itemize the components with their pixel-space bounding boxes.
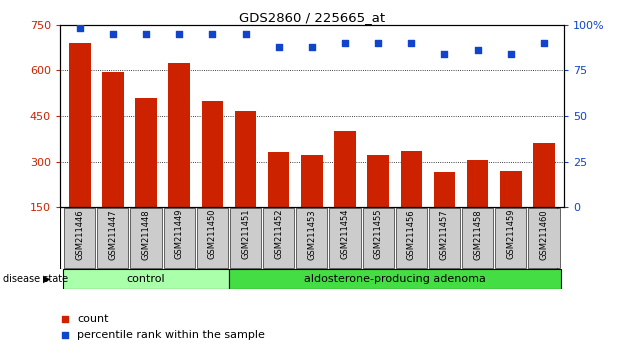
Bar (367, 155, 389, 253)
Bar (401, 151, 422, 253)
Title: GDS2860 / 225665_at: GDS2860 / 225665_at (239, 11, 385, 24)
Bar (168, 63, 190, 253)
Bar (301, 155, 323, 253)
FancyBboxPatch shape (296, 208, 328, 268)
FancyBboxPatch shape (63, 269, 229, 289)
Text: GSM211446: GSM211446 (75, 209, 84, 259)
Text: ▶: ▶ (43, 274, 50, 284)
Bar (335, 131, 356, 253)
Text: aldosterone-producing adenoma: aldosterone-producing adenoma (304, 274, 486, 284)
Bar (69, 43, 91, 253)
Point (440, 51, 450, 57)
FancyBboxPatch shape (363, 208, 394, 268)
Bar (433, 172, 455, 253)
Text: GSM211453: GSM211453 (307, 209, 316, 259)
Bar (467, 160, 488, 253)
FancyBboxPatch shape (529, 208, 559, 268)
FancyBboxPatch shape (130, 208, 162, 268)
Text: GSM211448: GSM211448 (142, 209, 151, 259)
Text: GSM211454: GSM211454 (340, 209, 350, 259)
Point (241, 31, 251, 37)
FancyBboxPatch shape (97, 208, 129, 268)
Text: GSM211449: GSM211449 (175, 209, 184, 259)
Text: GSM211457: GSM211457 (440, 209, 449, 259)
FancyBboxPatch shape (329, 208, 360, 268)
Point (60, 316, 70, 322)
Point (340, 40, 350, 46)
Point (406, 40, 416, 46)
FancyBboxPatch shape (396, 208, 427, 268)
Text: GSM211447: GSM211447 (108, 209, 117, 259)
Point (539, 40, 549, 46)
Point (207, 31, 217, 37)
Bar (533, 143, 555, 253)
Bar (235, 112, 256, 253)
Bar (500, 171, 522, 253)
Point (373, 40, 383, 46)
Point (60, 333, 70, 338)
Point (75, 25, 85, 31)
Text: GSM211450: GSM211450 (208, 209, 217, 259)
Text: count: count (77, 314, 109, 325)
Text: disease state: disease state (3, 274, 68, 284)
Point (307, 44, 317, 50)
FancyBboxPatch shape (229, 269, 561, 289)
Text: GSM211460: GSM211460 (539, 209, 549, 259)
FancyBboxPatch shape (462, 208, 493, 268)
Point (141, 31, 151, 37)
Text: GSM211455: GSM211455 (374, 209, 382, 259)
FancyBboxPatch shape (197, 208, 228, 268)
Point (273, 44, 284, 50)
Point (108, 31, 118, 37)
FancyBboxPatch shape (263, 208, 294, 268)
Bar (135, 98, 157, 253)
Text: control: control (127, 274, 165, 284)
Point (174, 31, 184, 37)
Text: GSM211459: GSM211459 (507, 209, 515, 259)
FancyBboxPatch shape (64, 208, 95, 268)
Text: GSM211458: GSM211458 (473, 209, 482, 259)
Bar (268, 152, 289, 253)
FancyBboxPatch shape (164, 208, 195, 268)
Bar (202, 101, 223, 253)
Text: GSM211452: GSM211452 (274, 209, 284, 259)
Text: GSM211456: GSM211456 (407, 209, 416, 259)
FancyBboxPatch shape (230, 208, 261, 268)
Point (506, 51, 516, 57)
Bar (102, 72, 123, 253)
Text: percentile rank within the sample: percentile rank within the sample (77, 330, 265, 341)
Point (472, 47, 483, 53)
FancyBboxPatch shape (429, 208, 460, 268)
FancyBboxPatch shape (495, 208, 527, 268)
Text: GSM211451: GSM211451 (241, 209, 250, 259)
